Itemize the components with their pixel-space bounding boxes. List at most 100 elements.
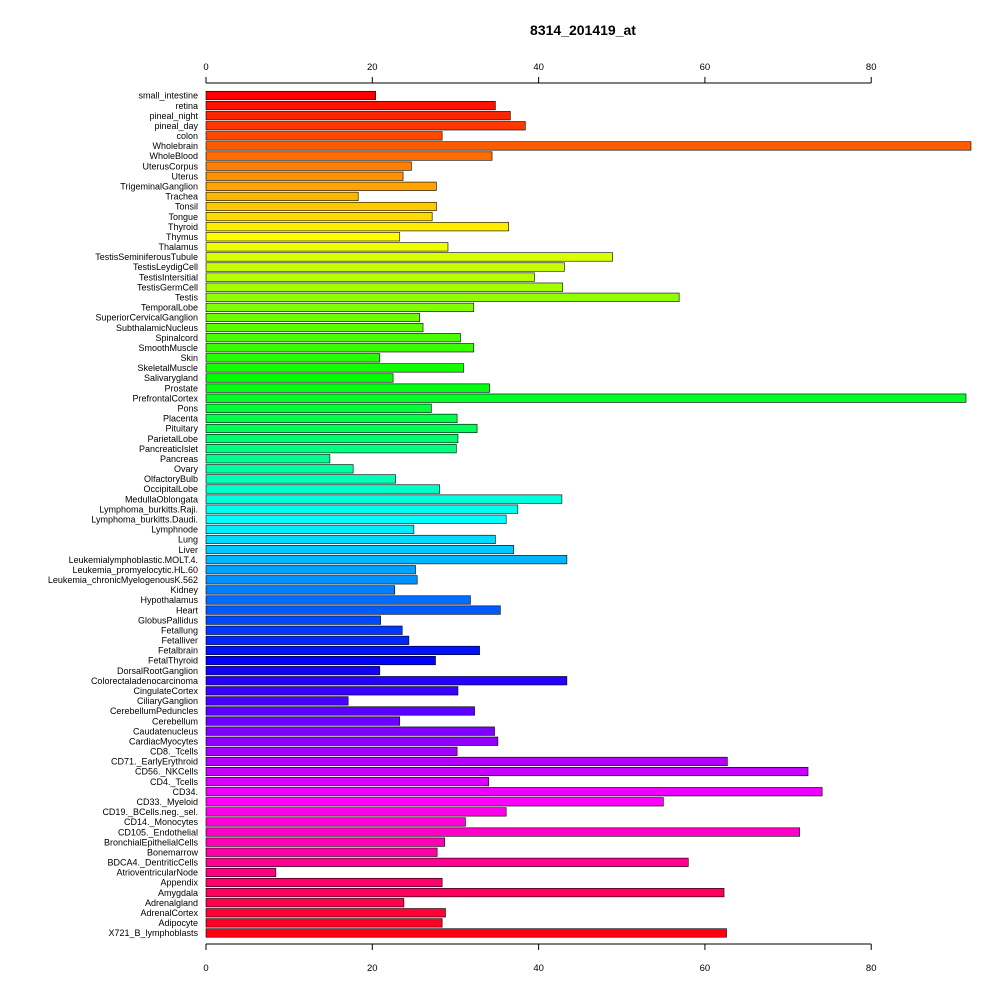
bar-SkeletalMuscle	[205, 363, 465, 373]
bar-CD8._Tcells	[205, 746, 458, 756]
category-label: Adrenalgland	[145, 898, 198, 908]
bar-Kidney	[205, 585, 396, 595]
category-label: Testis	[175, 293, 199, 303]
bar-CingulateCortex	[205, 686, 459, 696]
category-label: Fetallung	[161, 625, 198, 635]
bar-Cerebellum	[205, 716, 401, 726]
bar-AdrenalCortex	[205, 908, 446, 918]
category-label: Spinalcord	[155, 333, 198, 343]
category-label: PrefrontalCortex	[132, 393, 198, 403]
bar-TestisLeydigCell	[205, 262, 565, 272]
bar-Hypothalamus	[205, 595, 471, 605]
bar-Caudatenucleus	[205, 726, 495, 736]
category-label: Kidney	[170, 585, 198, 595]
category-label: CardiacMyocytes	[129, 736, 199, 746]
category-label: BronchialEpithelialCells	[104, 837, 199, 847]
category-label: SmoothMuscle	[138, 343, 198, 353]
category-label: SuperiorCervicalGanglion	[95, 313, 198, 323]
top-tick-label: 60	[700, 62, 711, 73]
category-label: X721_B_lymphoblasts	[108, 928, 198, 938]
category-label: Leukemialymphoblastic.MOLT.4.	[69, 555, 198, 565]
bar-Leukemia_chronicMyelogenousK.562	[205, 575, 418, 585]
category-label: CD105._Endothelial	[118, 827, 198, 837]
category-label: Colorectaladenocarcinoma	[91, 676, 198, 686]
category-label: Tonsil	[175, 202, 198, 212]
bar-Lymphoma_burkitts.Raji.	[205, 504, 519, 514]
bottom-tick-label: 80	[866, 963, 877, 974]
category-label: CD19._BCells.neg._sel.	[102, 807, 198, 817]
bar-Placenta	[205, 413, 458, 423]
category-label: pineal_day	[154, 121, 198, 131]
category-label: Hypothalamus	[140, 595, 198, 605]
top-tick-label: 20	[367, 62, 378, 73]
category-label: CD34.	[172, 787, 198, 797]
top-tick-label: 40	[533, 62, 544, 73]
bar-TestisGermCell	[205, 282, 564, 292]
bar-Bonemarrow	[205, 847, 438, 857]
category-label: AdrenalCortex	[140, 908, 198, 918]
category-label: Amygdala	[158, 888, 198, 898]
bars-group	[205, 90, 972, 938]
bar-MedullaOblongata	[205, 494, 563, 504]
category-label: Thalamus	[158, 242, 198, 252]
bar-Colorectaladenocarcinoma	[205, 676, 568, 686]
category-label: Pituitary	[165, 424, 198, 434]
category-label: TestisLeydigCell	[133, 262, 198, 272]
bar-Fetallung	[205, 625, 403, 635]
category-label: CD33._Myeloid	[136, 797, 198, 807]
category-label: Leukemia_chronicMyelogenousK.562	[48, 575, 198, 585]
top-x-axis: 0 20 40 60 80	[203, 62, 877, 84]
bar-TestisIntersitial	[205, 272, 535, 282]
bar-Leukemialymphoblastic.MOLT.4.	[205, 555, 568, 565]
category-label: UterusCorpus	[142, 161, 198, 171]
category-label: Prostate	[164, 383, 198, 393]
bottom-tick-label: 20	[367, 963, 378, 974]
bar-Testis	[205, 292, 680, 302]
bar-SuperiorCervicalGanglion	[205, 312, 421, 323]
bar-Fetalbrain	[205, 645, 480, 656]
category-label: Uterus	[171, 171, 198, 181]
bar-Pancreas	[205, 454, 331, 464]
category-label: SubthalamicNucleus	[116, 323, 199, 333]
bar-X721_B_lymphoblasts	[205, 928, 727, 938]
category-label: AtrioventricularNode	[116, 868, 198, 878]
bar-Tongue	[205, 212, 433, 222]
category-label: ParietalLobe	[147, 434, 198, 444]
category-label: Skin	[180, 353, 198, 363]
category-label: colon	[176, 131, 198, 141]
bar-WholeBlood	[205, 151, 493, 161]
category-label: Salivarygland	[144, 373, 198, 383]
category-label: Lymphoma_burkitts.Raji.	[99, 504, 198, 514]
bar-CD105._Endothelial	[205, 827, 801, 837]
category-label: MedullaOblongata	[125, 494, 198, 504]
bottom-x-axis: 0 20 40 60 80	[203, 943, 877, 974]
bar-Thalamus	[205, 242, 449, 252]
category-label: PancreaticIslet	[139, 444, 199, 454]
top-tick-label: 80	[866, 62, 877, 73]
bar-Pons	[205, 403, 432, 413]
category-label: BDCA4._DentriticCells	[107, 858, 198, 868]
category-label: Tongue	[168, 212, 198, 222]
bar-CardiacMyocytes	[205, 736, 499, 746]
bar-UterusCorpus	[205, 161, 412, 171]
category-label: Fetalbrain	[158, 646, 198, 656]
category-label: FetalThyroid	[148, 656, 198, 666]
category-label: Lymphnode	[151, 525, 198, 535]
bar-small_intestine	[205, 90, 376, 101]
category-label: Ovary	[174, 464, 199, 474]
bar-Spinalcord	[205, 333, 461, 343]
bar-Appendix	[205, 877, 443, 888]
bar-CD14._Monocytes	[205, 817, 466, 827]
bar-Lymphnode	[205, 524, 415, 534]
bar-FetalThyroid	[205, 655, 436, 666]
category-label: CerebellumPeduncles	[110, 706, 199, 716]
category-label: CD56._NKCells	[135, 767, 199, 777]
bar-Wholebrain	[205, 141, 972, 151]
bar-retina	[205, 101, 496, 111]
bar-BronchialEpithelialCells	[205, 837, 445, 847]
bottom-tick-label: 40	[533, 963, 544, 974]
category-label: OccipitalLobe	[143, 484, 198, 494]
bar-Liver	[205, 544, 514, 555]
bar-CD19._BCells.neg._sel.	[205, 807, 507, 817]
